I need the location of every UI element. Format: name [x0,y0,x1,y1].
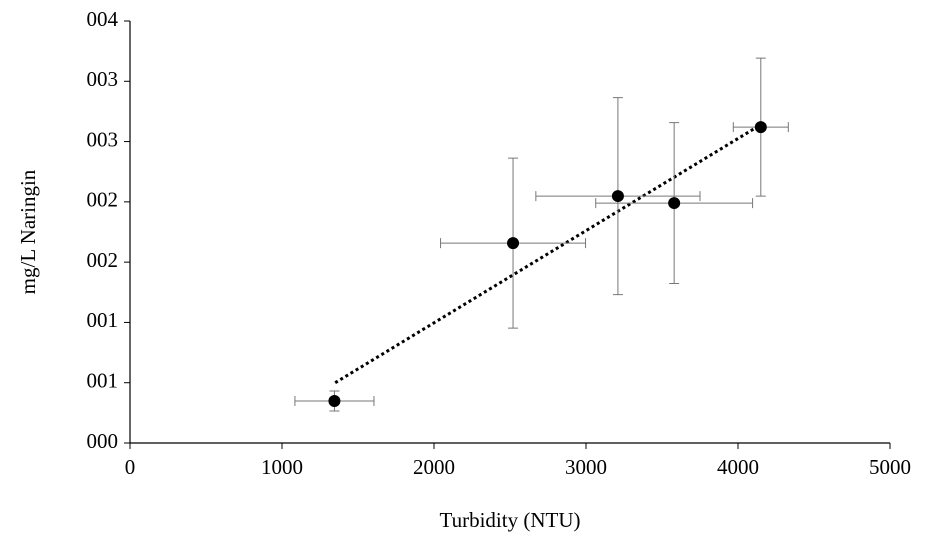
point [611,190,624,203]
x-tick-label: 2000 [413,455,455,479]
point [507,237,520,250]
y-tick-label: 002 [87,248,119,272]
y-tick-label: 004 [87,7,119,31]
trendline [334,123,762,384]
point [328,395,341,408]
y-tick-label: 000 [87,429,119,453]
x-tick-label: 4000 [717,455,759,479]
x-tick-label: 3000 [565,455,607,479]
y-tick-label: 002 [87,188,119,212]
x-tick-label: 5000 [869,455,911,479]
y-axis-title: mg/L Naringin [16,169,40,294]
y-tick-label: 003 [87,127,119,151]
x-axis-title: Turbidity (NTU) [440,508,581,532]
x-tick-label: 0 [125,455,136,479]
x-tick-label: 1000 [261,455,303,479]
y-tick-label: 001 [87,369,119,393]
point [668,197,681,210]
y-tick-label: 003 [87,67,119,91]
point [754,121,767,134]
y-tick-label: 001 [87,308,119,332]
